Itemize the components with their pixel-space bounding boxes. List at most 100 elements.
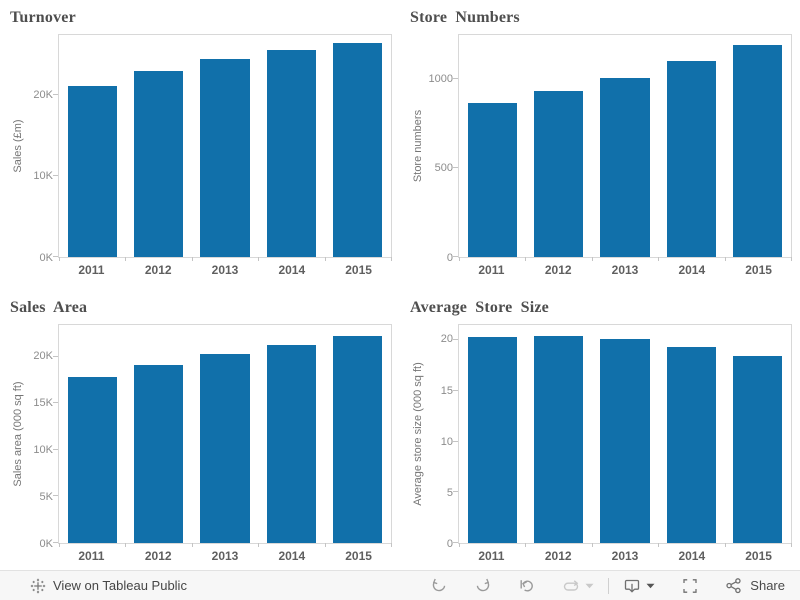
share-button[interactable]: Share: [725, 577, 785, 595]
x-tick-mark: [258, 543, 260, 547]
bar-2011[interactable]: [467, 337, 517, 543]
download-icon: [623, 577, 641, 595]
bar-2012[interactable]: [134, 365, 184, 543]
tableau-toolbar: View on Tableau Public: [0, 570, 800, 600]
chart-title-sales-area: Sales Area: [10, 299, 88, 316]
x-axis-label-2011: 2011: [78, 549, 105, 563]
y-tick-mark: [53, 448, 58, 450]
revert-icon: [518, 577, 536, 595]
y-axis-title: Sales (£m): [12, 119, 24, 173]
bar-2015[interactable]: [733, 44, 783, 257]
chart-title-average-store-size: Average Store Size: [410, 299, 549, 316]
bar-slot: [258, 35, 324, 257]
x-tick-mark: [391, 543, 392, 547]
download-dropdown-caret-icon: [646, 583, 655, 589]
y-axis: 0 5 10 15 20: [426, 324, 458, 550]
bar-slot: [125, 35, 191, 257]
y-tick-label: 1000: [428, 72, 453, 85]
x-axis-label-2012: 2012: [544, 549, 572, 563]
y-tick-mark: [53, 495, 58, 497]
x-tick-mark: [59, 543, 60, 547]
y-axis: 0 500 1000: [426, 34, 458, 264]
redo-icon: [474, 577, 492, 595]
bar-2015[interactable]: [333, 336, 383, 543]
bar-slot: [658, 35, 724, 257]
x-axis-label-2015: 2015: [345, 263, 372, 277]
y-tick-label: 20: [440, 333, 453, 346]
bar-2012[interactable]: [534, 90, 584, 257]
y-tick-mark: [453, 491, 458, 493]
y-tick-label: 500: [434, 162, 453, 175]
bar-2012[interactable]: [534, 336, 584, 543]
bar-slot: [725, 325, 791, 543]
refresh-dropdown-caret-icon: [585, 583, 594, 589]
bar-slot: [658, 325, 724, 543]
dashboard-grid: Turnover Sales (£m) 0K 10K 20K 2011 2012 201…: [10, 0, 800, 570]
refresh-icon: [562, 577, 580, 595]
tableau-logo-icon: [30, 578, 46, 594]
bar-slot: [525, 325, 591, 543]
y-tick-mark: [53, 402, 58, 404]
download-button[interactable]: [623, 577, 655, 595]
y-tick-mark: [453, 256, 458, 257]
x-tick-mark: [391, 257, 392, 261]
bar-2012[interactable]: [134, 70, 184, 257]
y-tick-mark: [53, 355, 58, 357]
y-axis: 0K 10K 20K: [26, 34, 58, 265]
bar-slot: [59, 325, 125, 543]
y-tick-label: 10: [440, 435, 453, 448]
bar-2011[interactable]: [67, 377, 117, 543]
bar-2014[interactable]: [266, 344, 316, 543]
x-axis-label-2011: 2011: [78, 263, 105, 277]
chart-title-turnover: Turnover: [10, 9, 76, 26]
bar-2013[interactable]: [600, 339, 650, 543]
fullscreen-icon: [681, 577, 699, 595]
x-axis-label-2012: 2012: [144, 263, 172, 277]
x-axis-label-2011: 2011: [478, 263, 505, 277]
bar-2011[interactable]: [67, 86, 117, 257]
bar-2013[interactable]: [200, 353, 250, 543]
bar-2013[interactable]: [600, 77, 650, 257]
fullscreen-button[interactable]: [681, 577, 699, 595]
view-on-tableau-public-link[interactable]: View on Tableau Public: [30, 578, 187, 594]
undo-icon: [430, 577, 448, 595]
x-axis-label-2013: 2013: [211, 263, 239, 277]
y-tick-label: 10K: [33, 170, 53, 183]
bar-2011[interactable]: [467, 102, 517, 257]
x-tick-mark: [791, 257, 792, 261]
bar-2014[interactable]: [266, 49, 316, 257]
x-tick-mark: [591, 257, 593, 261]
x-tick-mark: [125, 257, 127, 261]
y-axis-title: Store numbers: [412, 109, 424, 183]
y-tick-mark: [53, 256, 58, 257]
chart-store-numbers: Store Numbers Store numbers 0 500 1000 201…: [400, 0, 800, 290]
x-axis-labels: 2011 2012 2013 2014 2015: [58, 544, 392, 566]
bar-2014[interactable]: [666, 60, 716, 257]
y-tick-mark: [453, 389, 458, 391]
x-tick-mark: [525, 543, 527, 547]
bar-slot: [125, 325, 191, 543]
x-axis-label-2014: 2014: [678, 263, 706, 277]
bar-2014[interactable]: [666, 347, 716, 543]
y-tick-mark: [453, 542, 458, 543]
chart-average-store-size: Average Store Size Average store size (0…: [400, 290, 800, 570]
x-axis-label-2013: 2013: [611, 263, 639, 277]
y-tick-label: 0: [446, 252, 453, 264]
x-axis-label-2012: 2012: [544, 263, 572, 277]
y-tick-label: 10K: [33, 443, 53, 456]
undo-button[interactable]: [430, 577, 448, 595]
bar-2013[interactable]: [200, 58, 250, 257]
y-axis-title: Sales area (000 sq ft): [12, 381, 24, 487]
revert-button[interactable]: [518, 577, 536, 595]
x-axis-label-2014: 2014: [678, 549, 706, 563]
x-axis-labels: 2011 2012 2013 2014 2015: [458, 258, 792, 280]
redo-button[interactable]: [474, 577, 492, 595]
plot-area: [53, 34, 392, 261]
x-tick-mark: [459, 257, 460, 261]
bar-2015[interactable]: [333, 43, 383, 257]
bar-2015[interactable]: [733, 356, 783, 543]
x-axis-label-2013: 2013: [611, 549, 639, 563]
view-on-tableau-public-label: View on Tableau Public: [53, 578, 187, 593]
y-tick-label: 15: [440, 384, 453, 397]
